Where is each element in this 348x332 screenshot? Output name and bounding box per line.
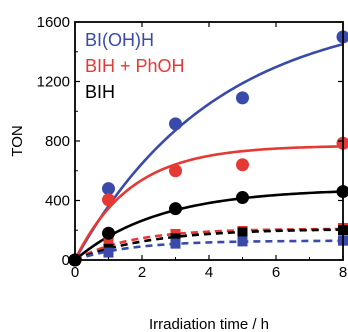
data-point-circle: [102, 182, 115, 196]
data-point-circle: [102, 193, 115, 207]
data-point-circle: [169, 202, 182, 216]
axis-ticks: 0 2 4 6 8 0 400 800 1200 1600: [37, 14, 348, 281]
fit-curves: [73, 42, 344, 262]
data-point-circle: [102, 226, 115, 240]
data-point-circle: [236, 158, 249, 172]
legend-entry: BIH + PhOH: [85, 56, 185, 76]
data-point-circle: [169, 117, 182, 131]
y-tick-label: 1200: [37, 74, 70, 91]
y-tick-label: 400: [45, 193, 70, 210]
y-tick-label: 800: [45, 133, 70, 150]
legend-entry: BIH: [85, 82, 115, 102]
data-point-square: [103, 236, 114, 247]
data-point-square: [170, 233, 181, 244]
x-tick-label: 4: [205, 264, 213, 281]
x-tick-label: 6: [272, 264, 280, 281]
data-point-circle: [236, 91, 249, 105]
fit-curve: [74, 239, 344, 262]
y-axis-label: TON: [9, 125, 26, 156]
x-tick-label: 0: [71, 264, 79, 281]
fit-curve: [74, 190, 344, 261]
x-axis-label: Irradiation time / h: [149, 316, 269, 332]
fit-curve: [73, 42, 344, 261]
data-point-square: [237, 236, 248, 247]
y-tick-label: 0: [62, 252, 70, 269]
data-point-square: [170, 238, 181, 249]
data-point-square: [237, 227, 248, 238]
y-tick-label: 1600: [37, 14, 70, 31]
fit-curve: [74, 227, 344, 262]
data-point-circle: [169, 164, 182, 178]
data-point-circle: [236, 191, 249, 205]
x-tick-label: 8: [339, 264, 347, 281]
fit-curve: [73, 145, 344, 261]
legend: BI(OH)H BIH + PhOH BIH: [85, 30, 185, 102]
x-tick-label: 2: [138, 264, 146, 281]
fit-curve: [74, 228, 344, 262]
data-point-square: [103, 247, 114, 258]
legend-entry: BI(OH)H: [85, 30, 154, 50]
